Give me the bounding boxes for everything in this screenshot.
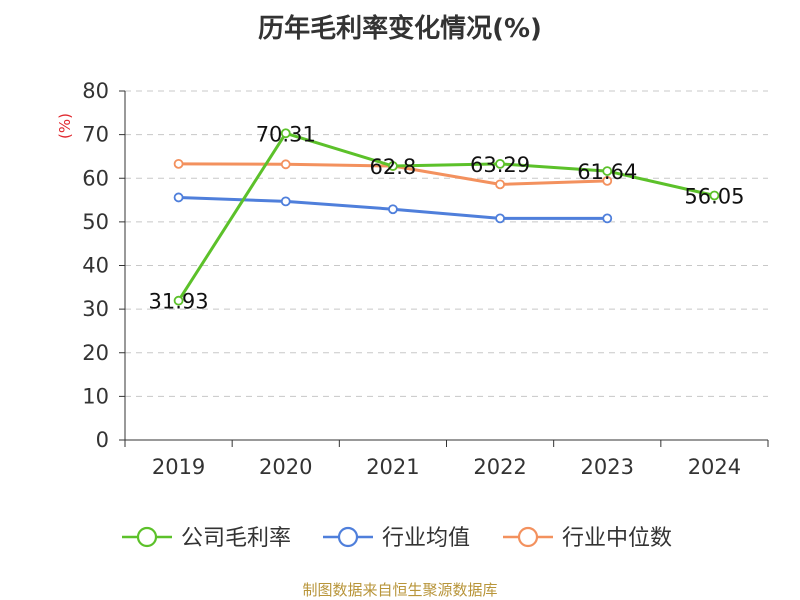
y-tick-label: 70: [82, 123, 109, 147]
x-tick-label: 2019: [152, 455, 205, 479]
data-label: 31.93: [149, 290, 209, 314]
data-point: [709, 190, 720, 201]
legend-marker: [337, 526, 359, 548]
data-label: 56.05: [684, 184, 744, 208]
data-point: [602, 166, 613, 176]
y-axis-label: (%): [56, 113, 74, 139]
y-tick-label: 60: [82, 166, 109, 190]
y-tick-label: 0: [96, 428, 109, 452]
data-point: [388, 204, 398, 215]
data-point: [173, 192, 184, 203]
data-point: [280, 196, 291, 207]
legend-label: 公司毛利率: [181, 526, 291, 551]
data-point: [602, 175, 613, 186]
data-label: 61.64: [577, 160, 637, 184]
chart-title: 历年毛利率变化情况(%): [258, 14, 542, 44]
data-point: [495, 213, 505, 224]
x-tick-label: 2024: [688, 455, 741, 479]
x-tick-label: 2022: [473, 455, 526, 479]
y-tick-label: 30: [82, 297, 109, 321]
data-label: 62.8: [370, 155, 417, 179]
legend-marker: [517, 526, 539, 548]
x-tick-label: 2020: [259, 455, 312, 479]
data-point: [280, 128, 291, 139]
legend-label: 行业均值: [382, 526, 470, 551]
data-label: 70.31: [256, 122, 316, 146]
data-label: 63.29: [470, 153, 530, 177]
data-point: [602, 213, 613, 224]
y-tick-label: 80: [82, 79, 109, 103]
x-tick-label: 2021: [366, 455, 419, 479]
data-point: [495, 179, 505, 190]
data-point: [280, 159, 291, 170]
data-point: [173, 158, 184, 169]
series-line-0: [177, 131, 715, 302]
x-tick-label: 2023: [581, 455, 634, 479]
data-source-note: 制图数据来自恒生聚源数据库: [302, 581, 498, 599]
y-tick-label: 40: [82, 254, 109, 278]
y-tick-label: 20: [82, 341, 109, 365]
y-tick-label: 50: [82, 210, 109, 234]
y-tick-label: 10: [82, 384, 109, 408]
data-point: [495, 158, 505, 169]
legend-label: 行业中位数: [562, 526, 672, 551]
data-point: [388, 161, 398, 171]
legend-marker: [136, 526, 158, 548]
data-point: [173, 295, 184, 306]
